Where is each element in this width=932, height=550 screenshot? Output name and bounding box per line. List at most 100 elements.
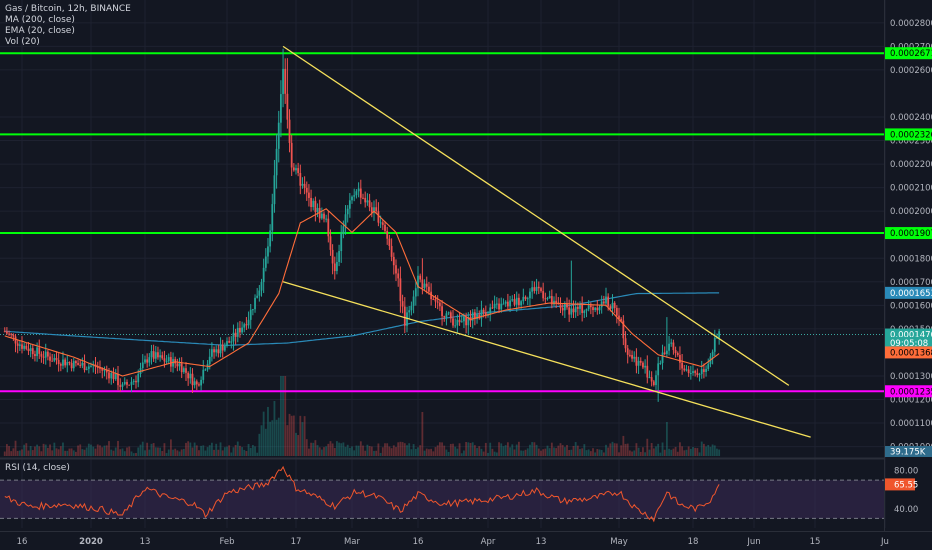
legend-vol[interactable]: Vol (20) — [5, 37, 40, 47]
candle-body — [428, 286, 430, 292]
volume-bar — [146, 442, 149, 456]
volume-bar — [430, 448, 433, 456]
candle-body — [370, 207, 373, 213]
legend-ema[interactable]: EMA (20, close) — [5, 26, 75, 36]
candle-body — [482, 309, 485, 313]
level-price-tag[interactable]: 0.0002671 — [890, 49, 932, 59]
volume-bar — [258, 433, 261, 456]
volume-bar — [31, 450, 34, 456]
volume-bar — [336, 441, 338, 456]
level-price-tag-bg — [885, 227, 932, 240]
candle-body — [598, 307, 601, 311]
volume-bar — [64, 450, 67, 456]
rsi-tick-label: 80.00 — [894, 467, 918, 477]
price-axis[interactable]: 0.00028000.00027000.00026000.00024000.00… — [885, 19, 932, 515]
volume-bar — [157, 447, 159, 456]
volume-bar — [447, 451, 450, 456]
candle-body — [208, 356, 211, 364]
volume-bar — [83, 449, 86, 456]
volume-bar — [46, 447, 49, 456]
candle-body — [90, 365, 92, 367]
volume-bar — [572, 445, 575, 456]
candle-body — [292, 167, 295, 171]
level-price-tag-bg — [885, 128, 932, 141]
volume-bar — [103, 445, 106, 456]
candle-body — [150, 351, 153, 358]
candle-body — [348, 200, 351, 209]
volume-bar — [373, 450, 375, 456]
candle-body — [359, 188, 362, 198]
candle-body — [215, 349, 218, 353]
candle-body — [280, 94, 282, 123]
candle-body — [460, 321, 463, 323]
volume-bar — [589, 451, 592, 456]
candle-body — [191, 373, 194, 386]
volume-tag[interactable]: 39.175K — [890, 448, 926, 458]
candle-body — [540, 288, 542, 292]
volume-bar — [702, 443, 705, 456]
volume-bar — [672, 448, 675, 456]
legend-ma[interactable]: MA (200, close) — [5, 15, 75, 25]
volume-bar — [130, 451, 133, 456]
candle-body — [318, 207, 321, 219]
volume-bar — [436, 445, 439, 456]
volume-bar — [92, 446, 95, 456]
time-axis[interactable]: 16 2020 13 Feb 17 Mar 16 Apr 13 May 18 Jun 15 Ju — [17, 537, 889, 547]
volume-bar — [342, 442, 345, 456]
trendline[interactable] — [282, 45, 790, 386]
candle-body — [561, 308, 564, 311]
candle-body — [234, 332, 237, 337]
volume-bar — [546, 445, 549, 456]
volume-bar — [676, 451, 679, 456]
candle-body — [34, 354, 36, 357]
candle-body — [542, 291, 545, 299]
volume-bar — [537, 448, 540, 456]
level-price-tag[interactable]: 0.0001235 — [890, 387, 932, 397]
candle-body — [70, 363, 73, 369]
volume-bar — [174, 448, 177, 456]
candle-body — [312, 200, 315, 208]
candle-body — [478, 314, 481, 319]
price-tag-countdown[interactable]: 09:05:08 — [890, 339, 928, 349]
candle-body — [585, 309, 588, 311]
price-tag-ema[interactable]: 0.0001368 — [890, 348, 932, 358]
price-tag-ma[interactable]: 0.0001653 — [890, 289, 932, 299]
candle-body — [609, 306, 612, 309]
volume-bar — [408, 443, 411, 456]
trendlines[interactable] — [282, 45, 811, 438]
candle-body — [301, 183, 304, 186]
volume-bar — [495, 452, 498, 456]
candle-body — [518, 297, 520, 306]
volume-bar — [406, 445, 408, 456]
candle-body — [522, 296, 525, 302]
volume-bar — [661, 442, 664, 456]
ema20-line — [4, 208, 720, 377]
trendline[interactable] — [282, 281, 811, 438]
volume-bar — [316, 445, 319, 456]
level-price-tag[interactable]: 0.0002326 — [890, 130, 932, 140]
volume-bar — [522, 450, 525, 456]
candle-body — [594, 307, 597, 311]
legend-symbol[interactable]: Gas / Bitcoin, 12h, BINANCE — [5, 4, 131, 14]
volume-bar — [314, 440, 317, 456]
candle-body — [373, 207, 375, 213]
candle-body — [123, 381, 126, 385]
volume-bar — [108, 441, 110, 456]
candle-body — [329, 236, 332, 250]
volume-bar — [585, 450, 588, 456]
volume-bar — [476, 448, 478, 456]
candle-body — [59, 364, 62, 366]
candle-body — [639, 360, 642, 363]
volume-bar — [206, 447, 209, 456]
volume-bar — [434, 447, 437, 456]
horizontal-levels[interactable] — [0, 52, 884, 393]
candle-body — [624, 338, 627, 349]
candle-body — [509, 300, 511, 307]
volume-bar — [648, 449, 651, 456]
rsi-value-tag[interactable]: 65.55 — [894, 480, 918, 490]
candle-body — [626, 348, 629, 355]
legend-rsi[interactable]: RSI (14, close) — [5, 463, 70, 473]
level-price-tag[interactable]: 0.0001907 — [890, 229, 932, 239]
price-tag-last[interactable]: 0.0001476 — [890, 331, 932, 341]
